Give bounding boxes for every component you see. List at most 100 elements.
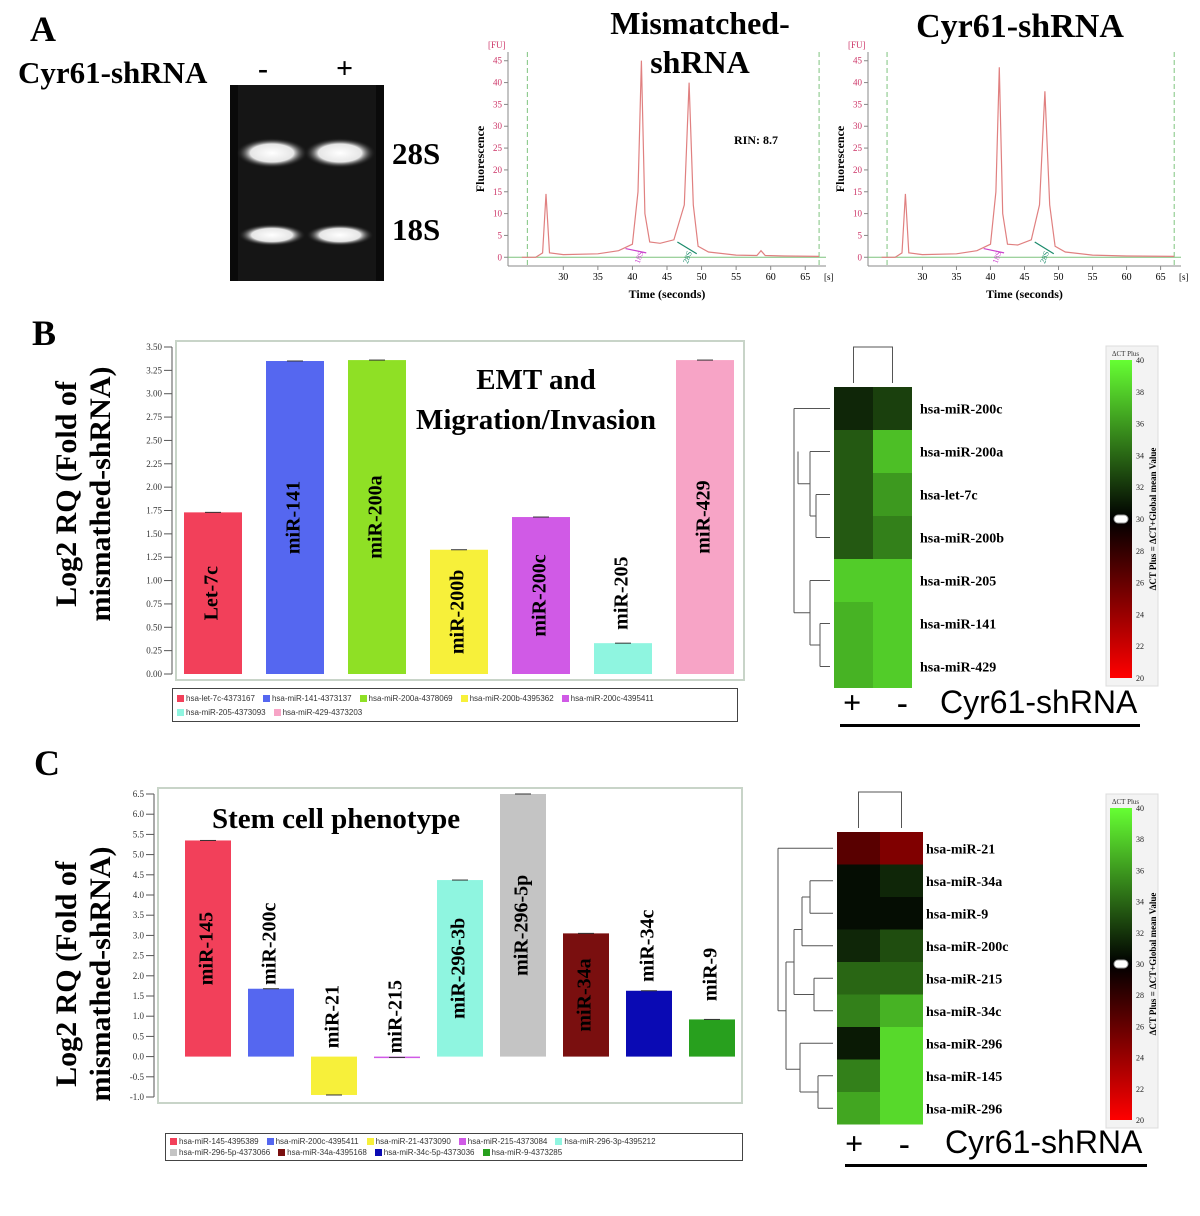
legend-swatch <box>561 694 569 702</box>
peak-label-18s: 18S <box>633 250 646 265</box>
legend-label: hsa-miR-200a-4378069 <box>368 693 453 703</box>
bar-label: miR-429 <box>693 480 715 553</box>
x-tick-label: 30 <box>558 272 568 283</box>
bar <box>248 988 294 1057</box>
y-tick-label: 2.25 <box>146 459 162 469</box>
scale-tick-label: 20 <box>1136 1116 1144 1125</box>
x-tick-label: 50 <box>1054 272 1064 283</box>
legend-item: hsa-miR-205-4373093 <box>177 708 266 717</box>
legend-swatch <box>170 1149 177 1156</box>
bar <box>184 512 242 674</box>
y-tick-label: 2.00 <box>146 482 162 492</box>
y-tick-label: 20 <box>853 165 863 175</box>
scale-tick-label: 40 <box>1136 356 1144 365</box>
peak-28s-area <box>1034 241 1055 255</box>
scale-tick-label: 32 <box>1136 929 1144 938</box>
scale-axis-label: ΔCT Plus = ΔCT+Global mean Value <box>1148 448 1158 591</box>
heatmap-cell <box>880 864 923 897</box>
y-tick-label: 20 <box>493 165 503 175</box>
y-tick-label: 25 <box>493 143 503 153</box>
y-tick-label: 3.0 <box>133 930 145 940</box>
heatmap-row-label: hsa-miR-21 <box>926 842 995 857</box>
bar-label: miR-296-3b <box>448 918 470 1019</box>
x-tick-label: 55 <box>1088 272 1098 283</box>
heatmap-cell <box>880 1092 923 1125</box>
bar-label: miR-215 <box>385 980 407 1053</box>
electropherogram-cyr61: 0 5 10 15 20 25 30 35 40 45 30 35 40 45 50 55 60 65 [FU] [s… <box>833 40 1189 301</box>
bar-label: miR-9 <box>700 948 722 1001</box>
scale-tick-label: 38 <box>1136 835 1144 844</box>
heatmap-cell <box>837 1027 880 1060</box>
heatmap-row-label: hsa-let-7c <box>920 489 978 504</box>
legend-label: hsa-miR-200c-4395411 <box>275 1137 359 1146</box>
y-tick-label: 3.5 <box>133 910 145 920</box>
bar <box>430 549 488 674</box>
heatmap-cell <box>834 516 873 559</box>
bar-label: miR-145 <box>196 912 218 985</box>
rin-label: RIN: 8.7 <box>734 133 778 147</box>
y-tick-label: 0.00 <box>146 669 162 679</box>
peak-28s-area <box>677 241 698 255</box>
y-tick-label: 15 <box>853 187 863 197</box>
legend-label: hsa-miR-205-4373093 <box>186 707 266 717</box>
y-tick-label: 45 <box>853 56 863 66</box>
x-tick-label: 60 <box>1122 272 1132 283</box>
y-tick-label: 0.75 <box>146 599 162 609</box>
y-tick-label: 1.75 <box>146 506 162 516</box>
legend-label: hsa-miR-215-4373084 <box>467 1137 548 1146</box>
heatmap-row-label: hsa-miR-429 <box>920 661 996 676</box>
y-unit: [FU] <box>488 40 506 50</box>
scale-title: ΔCT Plus <box>1112 350 1139 358</box>
column-dendrogram <box>853 346 893 383</box>
y-tick-label: 5.0 <box>133 850 145 860</box>
y-tick-label: 0.50 <box>146 622 162 632</box>
bar-label: miR-141 <box>283 481 305 554</box>
x-tick-label: 30 <box>917 272 927 283</box>
bar <box>500 794 546 1057</box>
scale-tick-label: 26 <box>1136 579 1144 588</box>
legend-item: hsa-miR-200c-4395411 <box>561 694 654 703</box>
heatmap-cell <box>880 832 923 865</box>
gel-image <box>230 85 384 281</box>
y-tick-label: 45 <box>493 56 503 66</box>
scale-tick-label: 24 <box>1136 610 1144 619</box>
heatmap-cell <box>834 430 873 473</box>
bar <box>266 361 324 674</box>
legend-label: hsa-miR-21-4373090 <box>375 1137 451 1146</box>
heatmap-cell <box>873 387 912 430</box>
heatmap-cell <box>880 994 923 1027</box>
y-tick-label: 30 <box>493 121 503 131</box>
panel-c-annotation: Stem cell phenotype <box>212 803 461 835</box>
y-tick-label: 2.5 <box>133 951 145 961</box>
legend-label: hsa-miR-9-4373285 <box>491 1148 563 1157</box>
heatmap-cell <box>834 473 873 516</box>
heatmap-cell <box>873 645 912 688</box>
legend-swatch <box>273 708 281 716</box>
heatmap-stem: hsa-miR-21 hsa-miR-34a hsa-miR-9 hsa-miR-20… <box>777 791 1008 1125</box>
bar <box>563 933 609 1057</box>
bar <box>512 517 570 674</box>
y-tick-label: 1.00 <box>146 576 162 586</box>
bar <box>185 840 231 1057</box>
panel-b-annotation: EMT and Migration/Invasion <box>415 364 657 436</box>
legend-item: hsa-miR-34c-5p-4373036 <box>374 1148 475 1157</box>
heatmap-cell <box>873 602 912 645</box>
legend-item: hsa-miR-34a-4395168 <box>278 1148 367 1157</box>
heatmap-b-minus: - <box>897 684 908 720</box>
y-tick-label: 2.0 <box>133 971 145 981</box>
bar-label: miR-205 <box>611 557 633 630</box>
heatmap-b-underline <box>840 724 1140 727</box>
heatmap-cell <box>873 430 912 473</box>
legend-swatch <box>458 1138 466 1145</box>
legend-label: hsa-miR-429-4373203 <box>282 707 363 717</box>
bar-label: miR-21 <box>322 985 344 1048</box>
heatmap-row-label: hsa-miR-34a <box>926 875 1002 890</box>
x-axis-label: Time (seconds) <box>986 287 1063 301</box>
color-scale-emt: ΔCT Plus 20 22 24 26 28 30 32 34 36 38 40 ΔCT Plus =… <box>1105 345 1159 687</box>
legend-item: hsa-miR-296-3p-4395212 <box>555 1137 656 1146</box>
legend-item: hsa-miR-296-5p-4373066 <box>170 1148 270 1157</box>
panel-b-ylabel: Log2 RQ (Fold of mismathed-shRNA) <box>50 366 117 622</box>
legend-swatch <box>170 1138 177 1145</box>
heatmap-cell <box>880 1027 923 1060</box>
scale-tick-label: 30 <box>1136 960 1144 969</box>
